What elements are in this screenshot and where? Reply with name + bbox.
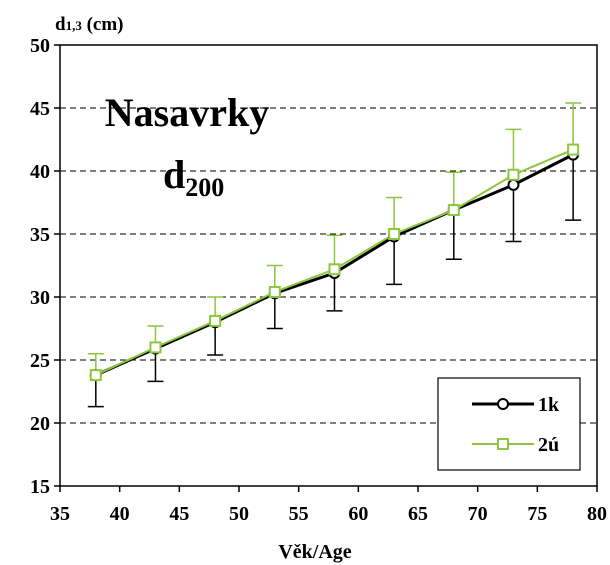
point-2u-8 bbox=[567, 143, 580, 156]
x-tick-label-70: 70 bbox=[468, 503, 488, 525]
point-1k-7 bbox=[507, 178, 520, 191]
y-tick-label-50: 50 bbox=[30, 35, 50, 57]
y-tick-label-30: 30 bbox=[30, 287, 50, 309]
x-tick-label-50: 50 bbox=[229, 503, 249, 525]
y-tick-label-35: 35 bbox=[30, 224, 50, 246]
x-tick-label-75: 75 bbox=[527, 503, 547, 525]
y-tick-label-25: 25 bbox=[30, 350, 50, 372]
point-2u-3 bbox=[268, 285, 281, 298]
point-2u-5 bbox=[388, 228, 401, 240]
x-tick-label-55: 55 bbox=[289, 503, 309, 525]
legend-label-1k: 1k bbox=[538, 394, 560, 416]
chart-subtitle-main: d bbox=[163, 152, 185, 197]
point-2u-4 bbox=[328, 263, 341, 276]
legend: 1k 2ú bbox=[437, 377, 581, 471]
x-tick-label-60: 60 bbox=[348, 503, 368, 525]
legend-label-2u: 2ú bbox=[538, 434, 559, 456]
y-tick-label-20: 20 bbox=[30, 413, 50, 435]
point-2u-7 bbox=[507, 168, 520, 181]
y-tick-label-40: 40 bbox=[30, 161, 50, 183]
chart-subtitle: d200 bbox=[163, 152, 224, 202]
x-tick-label-65: 65 bbox=[408, 503, 428, 525]
x-axis-label: Věk/Age bbox=[278, 541, 351, 563]
x-tick-label-35: 35 bbox=[50, 503, 70, 525]
legend-marker-2u bbox=[497, 438, 509, 450]
y-tick-label-45: 45 bbox=[30, 98, 50, 120]
error-bars bbox=[87, 102, 582, 408]
y-axis-label-sub: 1,3 bbox=[66, 18, 83, 33]
y-tick-label-15: 15 bbox=[30, 476, 50, 498]
x-tick-label-45: 45 bbox=[169, 503, 189, 525]
y-tick-labels: 15 20 25 30 35 40 45 50 bbox=[30, 35, 60, 498]
point-2u-2 bbox=[209, 314, 222, 327]
point-2u-1 bbox=[149, 341, 162, 354]
y-axis-label-unit: (cm) bbox=[82, 14, 124, 35]
x-tick-label-80: 80 bbox=[587, 503, 607, 525]
chart-title: Nasavrky bbox=[105, 90, 269, 135]
plot-area bbox=[59, 44, 598, 487]
point-2u-6 bbox=[447, 204, 460, 217]
series-markers bbox=[89, 143, 580, 382]
x-tick-label-40: 40 bbox=[110, 503, 130, 525]
legend-marker-1k bbox=[497, 398, 509, 410]
y-axis-label: d1,3 (cm) bbox=[55, 14, 124, 35]
x-tick-labels: 35 40 45 50 55 60 65 70 75 80 bbox=[50, 486, 607, 525]
plot-border bbox=[59, 44, 598, 487]
point-2u-0 bbox=[89, 369, 102, 382]
legend-box bbox=[437, 377, 581, 471]
y-axis-label-main: d bbox=[55, 14, 66, 35]
chart-subtitle-sub: 200 bbox=[185, 173, 224, 202]
